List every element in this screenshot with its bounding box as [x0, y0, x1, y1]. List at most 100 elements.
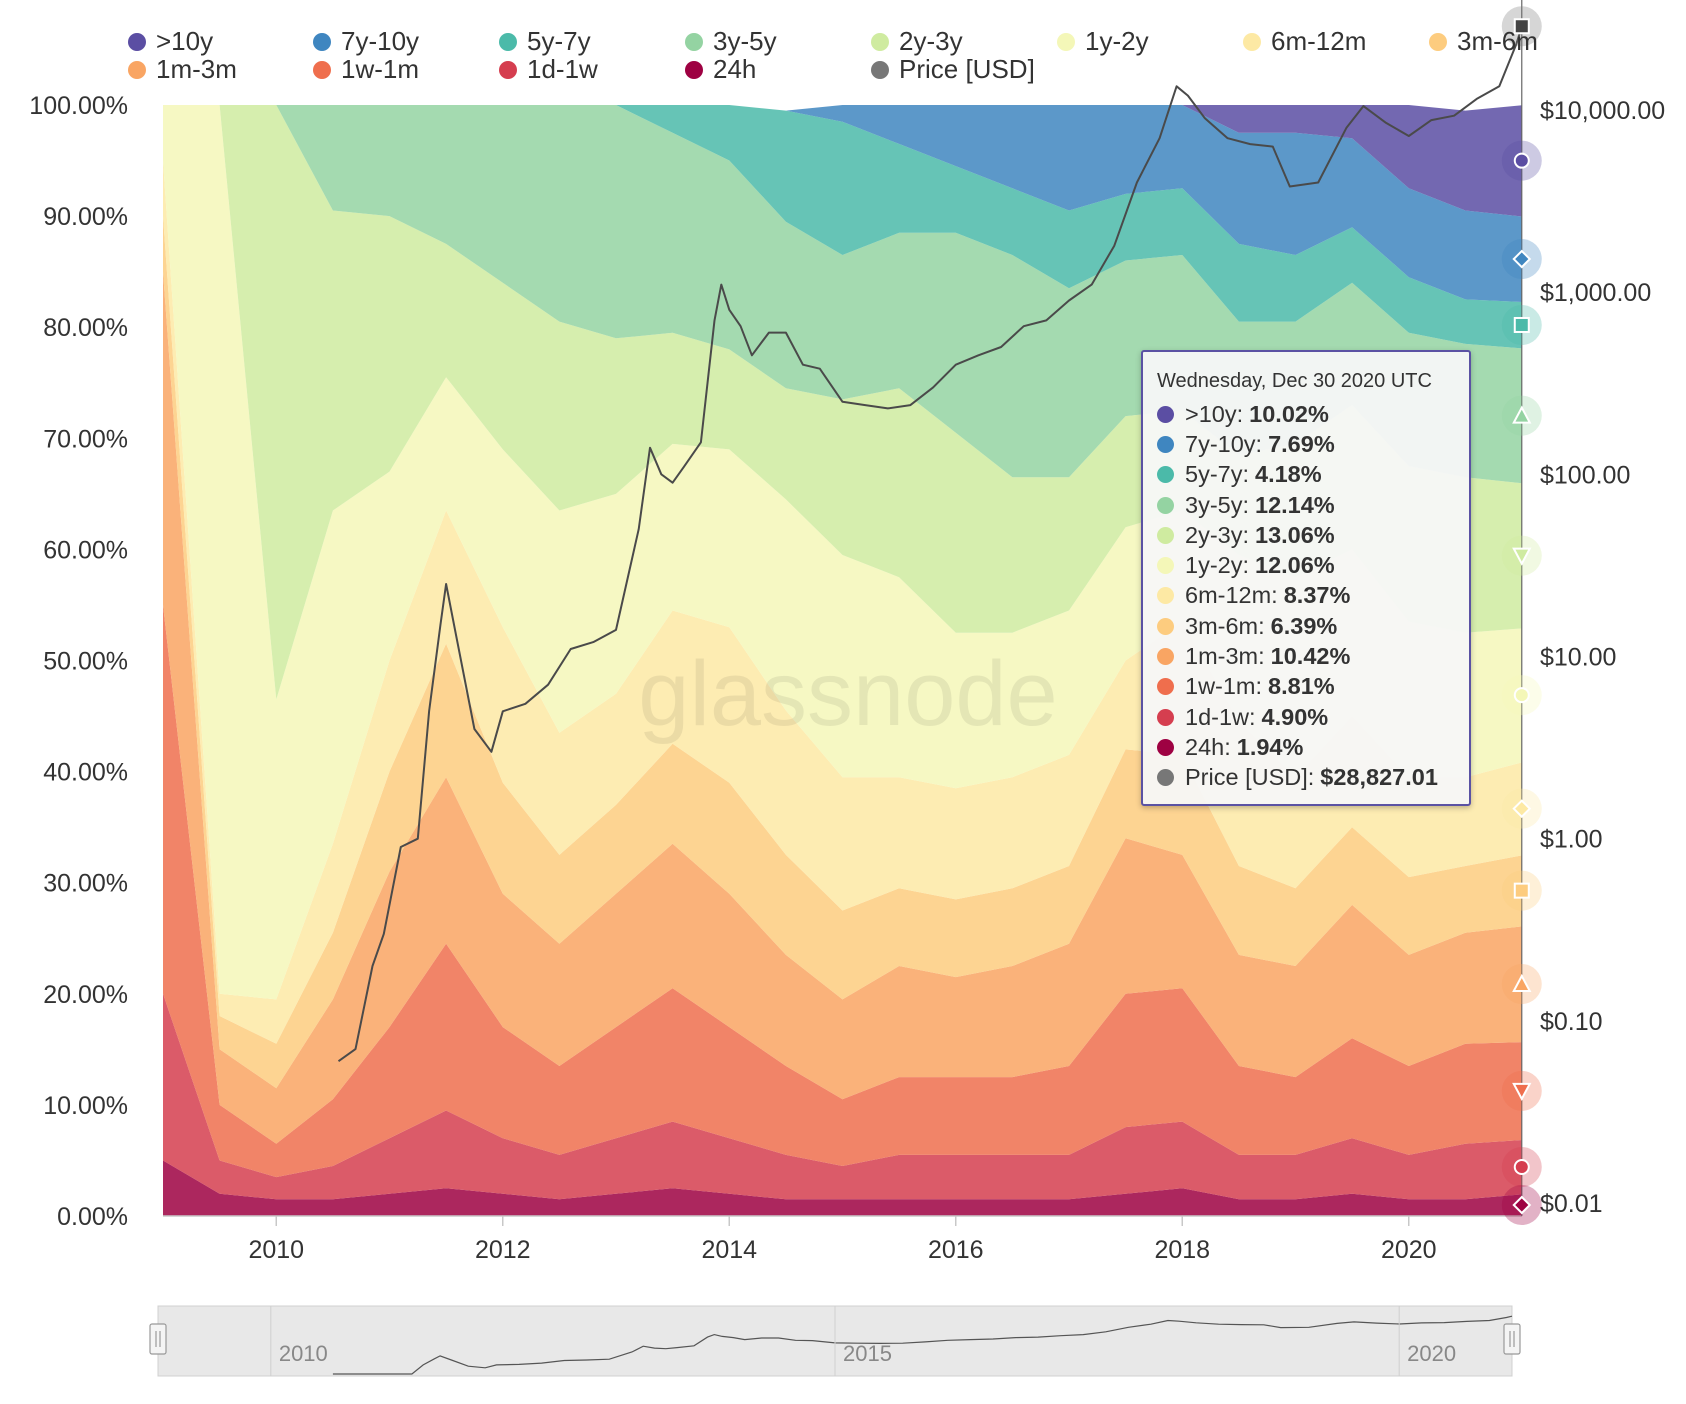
tooltip-dot — [1157, 708, 1174, 726]
tooltip-value: 4.18% — [1255, 461, 1322, 488]
marker-1y-2y — [1501, 675, 1542, 716]
legend-item-3m-6m[interactable]: 3m-6m — [1429, 26, 1538, 57]
tooltip-row: 3y-5y: 12.14% — [1157, 490, 1455, 520]
tooltip-value: 1.94% — [1236, 733, 1304, 760]
x-tick-label: 2012 — [475, 1236, 531, 1264]
legend-item-6m-12m[interactable]: 6m-12m — [1243, 26, 1366, 57]
marker-1m-3m — [1501, 964, 1542, 1005]
tooltip-dot — [1157, 648, 1174, 666]
legend-item-2y-3y[interactable]: 2y-3y — [871, 26, 963, 57]
price-line — [337, 25, 1523, 1063]
y-axis-left: 0.00% 10.00% 20.00% 30.00% 40.00% 50.00% 60.00… — [29, 92, 128, 1231]
area-1m-3m[interactable] — [163, 271, 1522, 1144]
marker-10y — [1501, 140, 1542, 181]
area-3m-6m[interactable] — [163, 216, 1522, 1089]
x-tick-label: 2018 — [1154, 1236, 1210, 1264]
tooltip-label: 6m-12m: — [1185, 582, 1278, 609]
tooltip-row: 3m-6m: 6.39% — [1157, 611, 1455, 641]
tooltip-row: 1w-1m: 8.81% — [1157, 672, 1455, 702]
legend-dot — [1057, 32, 1075, 51]
legend-item-3y-5y[interactable]: 3y-5y — [685, 26, 777, 57]
y-right-tick-label: $0.01 — [1540, 1190, 1603, 1218]
area-1w-1m[interactable] — [163, 604, 1522, 1178]
navigator-handle-left[interactable] — [149, 1323, 167, 1355]
x-axis: 2010 2012 2014 2016 2018 2020 — [163, 1215, 1522, 1264]
tooltip-label: 7y-10y: — [1185, 430, 1263, 457]
area-1y-2y[interactable] — [163, 105, 1522, 1000]
legend-dot — [871, 32, 889, 51]
tooltip-date: Wednesday, Dec 30 2020 UTC — [1157, 370, 1432, 392]
legend-item-1m-3m[interactable]: 1m-3m — [128, 54, 237, 85]
marker-3m-6m — [1501, 870, 1542, 911]
area-24h[interactable] — [163, 1160, 1522, 1217]
area-1d-1w[interactable] — [163, 993, 1522, 1200]
y-left-tick-label: 40.00% — [43, 759, 128, 787]
legend-item-24h[interactable]: 24h — [685, 54, 756, 85]
y-left-tick-label: 30.00% — [43, 870, 128, 898]
area-10y[interactable] — [163, 105, 1522, 217]
legend-item-10y[interactable]: >10y — [128, 26, 213, 57]
tooltip-label: 1d-1w: — [1185, 703, 1256, 730]
tooltip-row: 24h: 1.94% — [1157, 732, 1455, 762]
tooltip-dot — [1157, 587, 1174, 605]
tooltip-label: 3m-6m: — [1185, 612, 1265, 639]
tooltip-value: 8.37% — [1283, 582, 1351, 609]
legend-item-1d-1w[interactable]: 1d-1w — [499, 54, 598, 85]
tooltip-dot — [1157, 738, 1174, 756]
legend-label: >10y — [156, 26, 214, 56]
legend-label: 2y-3y — [899, 26, 963, 56]
area-7y-10y[interactable] — [163, 105, 1522, 302]
legend-label: 1w-1m — [341, 54, 420, 84]
tooltip-dot — [1157, 526, 1174, 544]
legend-label: 24h — [713, 54, 757, 84]
legend-item-1y-2y[interactable]: 1y-2y — [1057, 26, 1149, 57]
tooltip-dot — [1157, 678, 1174, 696]
area-5y-7y[interactable] — [163, 105, 1522, 349]
tooltip-value: 12.06% — [1255, 552, 1335, 579]
tooltip-dot — [1157, 769, 1174, 787]
marker-24h — [1501, 1185, 1542, 1226]
y-left-tick-label: 80.00% — [43, 314, 128, 342]
legend-item-1w-1m[interactable]: 1w-1m — [313, 54, 419, 85]
y-left-tick-label: 0.00% — [57, 1203, 128, 1231]
tooltip-value: 6.39% — [1270, 612, 1338, 639]
legend-dot — [313, 60, 331, 79]
tooltip-row: 7y-10y: 7.69% — [1157, 429, 1455, 459]
navigator[interactable]: 2010 2015 2020 — [149, 1305, 1521, 1377]
y-left-tick-label: 90.00% — [43, 203, 128, 231]
legend-dot — [499, 32, 517, 51]
tooltip-rows: >10y: 10.02% 7y-10y: 7.69% 5y-7y: 4.18% 3y-5y:… — [1157, 399, 1455, 793]
tooltip-dot — [1157, 557, 1174, 575]
legend-label: 1m-3m — [156, 54, 237, 84]
tooltip-row: 1d-1w: 4.90% — [1157, 702, 1455, 732]
marker-7y-10y — [1501, 239, 1542, 280]
x-tick-label: 2020 — [1381, 1236, 1437, 1264]
area-6m-12m[interactable] — [163, 160, 1522, 1044]
tooltip-value: 12.14% — [1255, 491, 1335, 518]
crosshair — [1501, 0, 1542, 1226]
y-right-tick-label: $0.10 — [1540, 1008, 1603, 1036]
y-right-tick-label: $1.00 — [1540, 826, 1603, 854]
legend-dot — [685, 60, 703, 79]
tooltip-dot — [1157, 466, 1174, 484]
legend-item-price-usd[interactable]: Price [USD] — [871, 54, 1035, 85]
legend-item-5y-7y[interactable]: 5y-7y — [499, 26, 591, 57]
tooltip-label: 1m-3m: — [1185, 643, 1265, 670]
legend-item-7y-10y[interactable]: 7y-10y — [313, 26, 419, 57]
y-left-tick-label: 20.00% — [43, 981, 128, 1009]
x-tick-label: 2016 — [928, 1236, 984, 1264]
tooltip-label: 2y-3y: — [1185, 521, 1249, 548]
tooltip-row: 2y-3y: 13.06% — [1157, 520, 1455, 550]
y-right-tick-label: $10.00 — [1540, 644, 1616, 672]
tooltip-dot — [1157, 496, 1174, 514]
tooltip-value: 10.42% — [1270, 643, 1351, 670]
legend-dot — [1243, 32, 1261, 51]
y-axis-right: $0.01 $0.10 $1.00 $10.00 $100.00 $1,000.00 $10… — [1540, 97, 1665, 1218]
y-left-tick-label: 70.00% — [43, 425, 128, 453]
legend-dot — [313, 32, 331, 51]
navigator-handle-right[interactable] — [1503, 1323, 1521, 1355]
marker-6m-12m — [1501, 788, 1542, 829]
tooltip-value: $28,827.01 — [1320, 764, 1438, 791]
tooltip-row: 1m-3m: 10.42% — [1157, 641, 1455, 671]
legend-label: 1y-2y — [1085, 26, 1149, 56]
